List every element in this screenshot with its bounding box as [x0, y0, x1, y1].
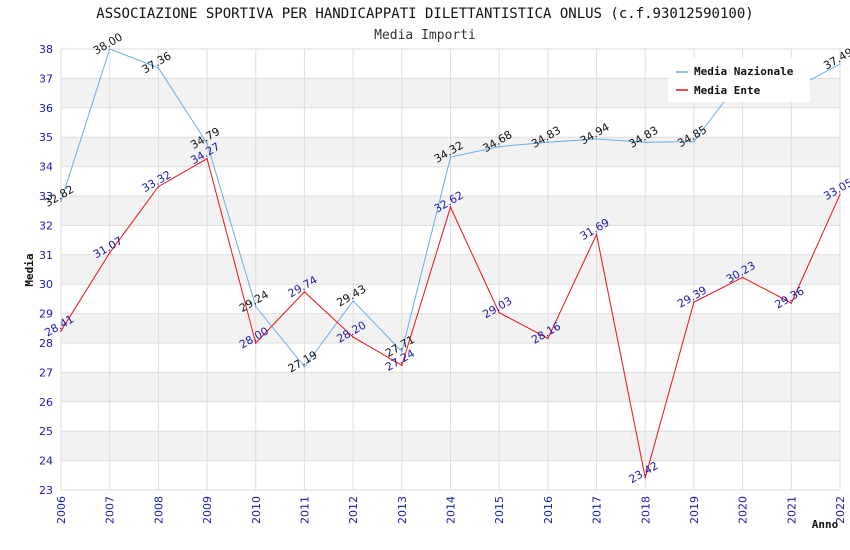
- y-tick-label: 26: [39, 396, 53, 409]
- y-tick-label: 24: [39, 455, 53, 468]
- x-tick-label: 2010: [250, 496, 263, 524]
- x-tick-label: 2011: [298, 496, 311, 524]
- x-tick-label: 2017: [591, 496, 604, 524]
- legend: Media Nazionale Media Ente: [668, 58, 810, 102]
- y-tick-label: 25: [39, 425, 53, 438]
- data-label: 37.49: [821, 45, 850, 72]
- data-point: [352, 300, 354, 302]
- x-tick-label: 2016: [542, 496, 555, 524]
- data-point: [449, 206, 452, 208]
- data-point: [206, 157, 208, 160]
- data-point: [498, 311, 500, 314]
- y-axis: 23 24 25 26 27 28 29 30 31 32 33 34 35 36 37 38: [39, 43, 53, 497]
- legend-label-media-nazionale: Media Nazionale: [694, 65, 794, 78]
- data-label: 29.43: [334, 282, 368, 309]
- y-tick-label: 23: [39, 484, 53, 497]
- y-tick-label: 35: [39, 131, 53, 144]
- data-point: [254, 342, 257, 344]
- x-tick-label: 2021: [785, 496, 798, 524]
- data-point: [741, 276, 744, 279]
- y-tick-label: 31: [39, 249, 53, 262]
- data-point: [108, 251, 111, 254]
- y-tick-label: 28: [39, 337, 53, 350]
- data-label: 27.19: [286, 348, 320, 375]
- data-label: 37.36: [140, 49, 174, 76]
- x-tick-label: 2012: [347, 496, 360, 524]
- x-tick-label: 2022: [834, 496, 847, 524]
- y-tick-label: 27: [39, 366, 53, 379]
- data-point: [547, 337, 549, 340]
- data-label: 29.36: [773, 284, 807, 311]
- data-point: [401, 350, 403, 353]
- data-label: 23.42: [627, 459, 661, 486]
- y-tick-label: 30: [39, 278, 53, 291]
- x-tick-label: 2008: [152, 496, 165, 524]
- x-tick-label: 2019: [688, 496, 701, 524]
- chart-subtitle: Media Importi: [374, 28, 476, 43]
- legend-box: [668, 58, 810, 102]
- data-point: [303, 366, 306, 368]
- background-bands: [60, 48, 841, 491]
- data-point: [693, 301, 695, 303]
- y-tick-label: 29: [39, 308, 53, 321]
- x-tick-label: 2018: [639, 496, 652, 524]
- data-point: [449, 156, 452, 158]
- x-tick-label: 2013: [396, 496, 409, 524]
- data-point: [693, 140, 695, 143]
- data-point: [60, 200, 62, 203]
- y-tick-label: 38: [39, 43, 53, 56]
- data-point: [60, 330, 62, 332]
- data-point: [839, 63, 841, 65]
- data-point: [157, 67, 160, 69]
- x-tick-label: 2015: [493, 496, 506, 524]
- data-point: [352, 336, 354, 338]
- x-axis: 2006 2007 2008 2009 2010 2011 2012 2013 2014 2015…: [55, 496, 847, 524]
- data-label: 33.32: [140, 168, 174, 195]
- data-point: [254, 305, 257, 308]
- y-tick-label: 32: [39, 219, 53, 232]
- y-tick-label: 34: [39, 161, 53, 174]
- data-point: [644, 141, 647, 143]
- data-point: [790, 302, 793, 304]
- y-tick-label: 33: [39, 190, 53, 203]
- data-point: [401, 364, 403, 367]
- data-point: [839, 193, 841, 196]
- data-point: [595, 233, 598, 236]
- x-tick-label: 2009: [201, 496, 214, 524]
- legend-label-media-ente: Media Ente: [694, 84, 761, 97]
- chart-title: ASSOCIAZIONE SPORTIVA PER HANDICAPPATI D…: [96, 6, 753, 22]
- x-tick-label: 2014: [445, 496, 458, 524]
- y-tick-label: 37: [39, 72, 53, 85]
- data-point: [595, 138, 598, 140]
- data-point: [108, 48, 111, 50]
- x-axis-label: Anno: [812, 518, 839, 531]
- data-point: [498, 145, 500, 148]
- x-tick-label: 2007: [104, 496, 117, 524]
- data-point: [206, 142, 208, 145]
- x-tick-label: 2020: [737, 496, 750, 524]
- data-point: [547, 141, 549, 143]
- data-point: [644, 476, 647, 479]
- data-label: 29.39: [675, 284, 709, 311]
- data-point: [303, 291, 306, 293]
- x-tick-label: 2006: [55, 496, 68, 524]
- data-point: [157, 185, 160, 188]
- y-tick-label: 36: [39, 102, 53, 115]
- y-axis-label: Media: [23, 253, 36, 286]
- series-layer: [60, 48, 841, 479]
